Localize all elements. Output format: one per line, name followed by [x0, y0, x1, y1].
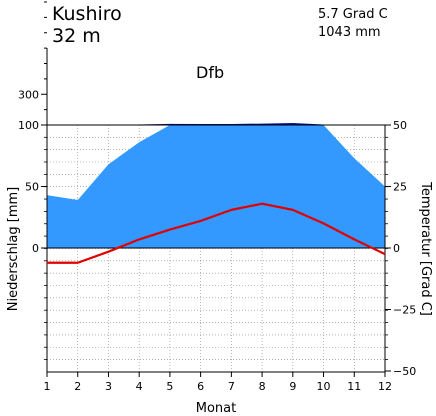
x-tick-label: 4	[136, 380, 143, 393]
right-tick-label: −50	[393, 365, 416, 378]
y-axis-right-label: Temperatur [Grad C]	[418, 181, 433, 316]
right-tick-label: −25	[393, 304, 416, 317]
x-tick-label: 7	[228, 380, 235, 393]
right-tick-label: 50	[393, 119, 407, 132]
left-tick-label: 100	[18, 119, 39, 132]
x-tick-label: 11	[347, 380, 361, 393]
right-tick-label: 25	[393, 181, 407, 194]
x-tick-label: 12	[378, 380, 392, 393]
left-tick-label: 300	[18, 88, 39, 101]
left-tick-label: 0	[32, 242, 39, 255]
precipitation-area	[47, 125, 385, 248]
station-elevation: 32 m	[52, 25, 101, 47]
x-tick-label: 5	[166, 380, 173, 393]
annual-precipitation: 1043 mm	[318, 25, 381, 40]
x-tick-label: 6	[197, 380, 204, 393]
mean-temperature: 5.7 Grad C	[318, 7, 388, 22]
temperature-series	[47, 202, 386, 264]
x-tick-label: 10	[317, 380, 331, 393]
x-tick-label: 3	[105, 380, 112, 393]
x-tick-label: 1	[44, 380, 51, 393]
x-tick-label: 9	[289, 380, 296, 393]
x-tick-label: 2	[74, 380, 81, 393]
station-name: Kushiro	[52, 3, 122, 25]
x-tick-label: 8	[259, 380, 266, 393]
right-tick-label: 0	[393, 242, 400, 255]
x-axis-label: Monat	[196, 401, 236, 416]
climate-classification: Dfb	[196, 63, 224, 82]
y-axis-left-label: Niederschlag [mm]	[6, 187, 21, 312]
left-tick-label: 50	[25, 181, 39, 194]
temperature-line	[47, 202, 386, 264]
